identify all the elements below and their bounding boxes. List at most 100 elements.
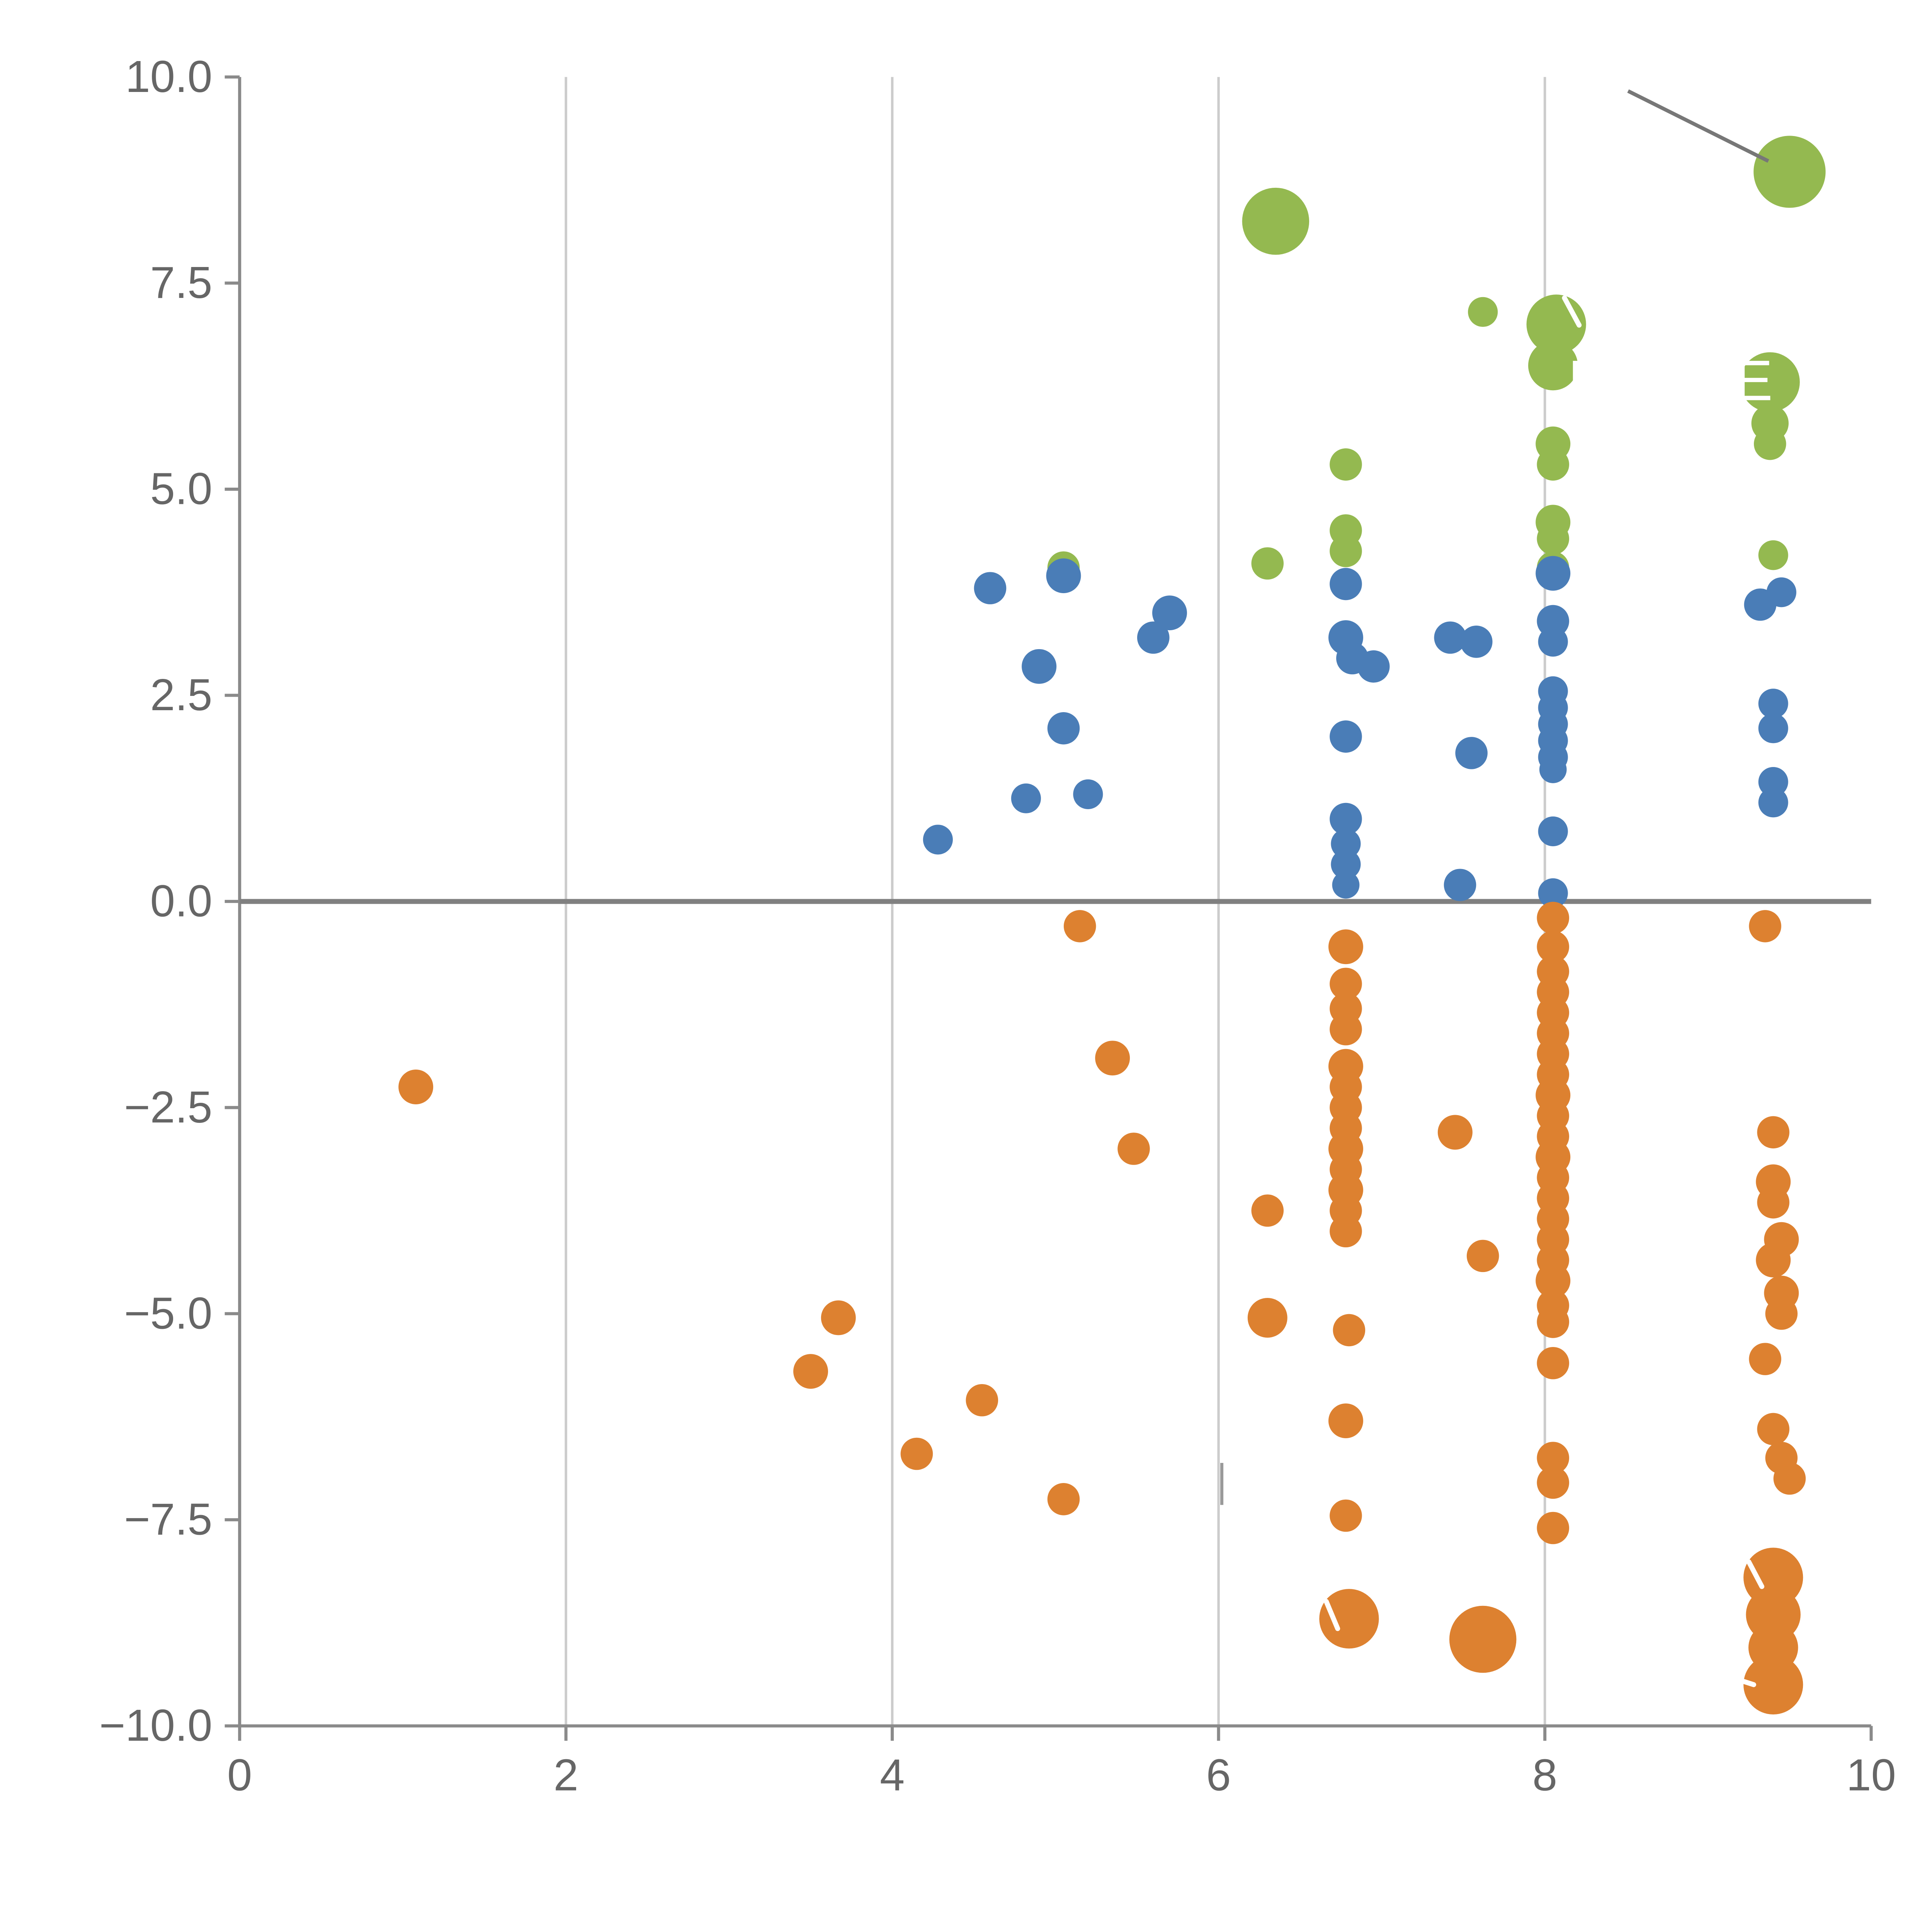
white-tick-mark	[1733, 1676, 1756, 1687]
orange-bubble	[1247, 1298, 1287, 1338]
orange-bubble	[1537, 1347, 1569, 1379]
blue-bubble	[1046, 558, 1081, 594]
x-tick-label: 6	[1206, 1750, 1231, 1800]
green-bubble	[1468, 297, 1498, 327]
orange-bubble	[1330, 1499, 1362, 1532]
green-bubble	[1753, 136, 1826, 208]
green-bubble	[1528, 340, 1578, 391]
orange-bubble	[1757, 1413, 1789, 1446]
orange-bubble	[1251, 1194, 1284, 1227]
white-tick-mark	[1323, 1599, 1340, 1631]
green-bubble	[1537, 522, 1569, 555]
green-bubble	[1242, 187, 1310, 255]
orange-bubble	[1537, 1306, 1569, 1338]
orange-bubble	[1749, 1343, 1781, 1375]
white-label-fragment: E	[1735, 349, 1773, 413]
orange-bubble	[793, 1354, 828, 1389]
blue-bubble	[1758, 787, 1788, 818]
blue-bubble	[1455, 737, 1488, 769]
blue-bubble	[1047, 712, 1080, 745]
blue-bubble	[923, 825, 953, 855]
orange-bubble	[1536, 1263, 1571, 1298]
blue-bubble	[1766, 577, 1796, 607]
orange-bubble	[1537, 1466, 1569, 1499]
blue-bubble	[1538, 816, 1568, 847]
x-tick-label: 4	[880, 1750, 905, 1800]
orange-bubble	[1330, 1013, 1362, 1046]
blue-bubble	[1460, 626, 1493, 658]
blue-bubble	[1330, 803, 1362, 835]
y-tick-label: 5.0	[150, 464, 213, 514]
orange-bubble	[1537, 1512, 1569, 1544]
blue-bubble	[1011, 783, 1041, 813]
y-tick-label: −2.5	[124, 1082, 212, 1132]
green-bubble	[1537, 448, 1569, 481]
orange-bubble	[1749, 910, 1781, 942]
y-tick-label: −10.0	[99, 1700, 213, 1750]
orange-bubble	[1537, 901, 1569, 934]
x-tick-label: 8	[1532, 1750, 1557, 1800]
blue-bubble	[1332, 871, 1360, 899]
blue-bubble	[1538, 627, 1568, 657]
orange-bubble	[1756, 1243, 1791, 1278]
blue-bubble	[1537, 605, 1569, 638]
orange-bubble	[1095, 1041, 1130, 1076]
blue-bubble	[1357, 650, 1390, 683]
orange-bubble	[1117, 1133, 1150, 1165]
orange-bubble	[1537, 1442, 1569, 1474]
blue-bubble	[1137, 621, 1170, 654]
y-tick-label: −5.0	[124, 1288, 212, 1338]
orange-bubble	[966, 1384, 998, 1417]
orange-bubble	[1333, 1314, 1366, 1347]
green-bubble	[1330, 535, 1362, 567]
orange-bubble	[1328, 929, 1363, 964]
orange-bubble	[1328, 1403, 1363, 1439]
blue-bubble	[974, 572, 1007, 604]
orange-bubble	[1765, 1297, 1798, 1330]
orange-bubble	[1437, 1115, 1473, 1150]
blue-bubble	[1331, 828, 1361, 859]
blue-bubble	[1152, 595, 1187, 631]
x-tick-label: 10	[1846, 1750, 1896, 1800]
y-tick-label: 7.5	[150, 257, 213, 308]
y-tick-label: 2.5	[150, 670, 213, 720]
blue-bubble	[1758, 713, 1788, 743]
axis-layer: 0 2 4 6 8 10 −10.0 −7.5 −5.0 −2.5 0.0 2.5 5.0 7.5 10.0	[99, 51, 1896, 1800]
orange-bubble	[900, 1437, 933, 1470]
y-tick-label: 0.0	[150, 876, 213, 926]
orange-bubble	[1330, 968, 1362, 1000]
white-tick-mark	[1562, 295, 1582, 328]
blue-bubble	[1434, 621, 1466, 654]
x-tick-label: 0	[227, 1750, 252, 1800]
orange-bubble	[1330, 1215, 1362, 1248]
white-tick-mark	[1746, 1559, 1765, 1589]
orange-bubble	[1743, 1655, 1803, 1715]
blue-bubble	[1331, 849, 1361, 879]
blue-bubble	[1539, 756, 1567, 783]
x-tick-label: 2	[553, 1750, 578, 1800]
green-bubble	[1740, 352, 1800, 412]
blue-bubble	[1073, 779, 1103, 810]
blue-bubble	[1538, 878, 1568, 908]
green-bubble	[1251, 547, 1284, 580]
green-bubble	[1758, 540, 1788, 570]
orange-bubble	[1047, 1483, 1080, 1515]
y-tick-label: −7.5	[124, 1494, 212, 1544]
orange-bubble	[1466, 1240, 1499, 1272]
blue-bubble	[1444, 869, 1476, 901]
bubble-layer	[398, 136, 1826, 1715]
y-tick-label: 10.0	[125, 51, 212, 102]
orange-bubble	[1319, 1589, 1379, 1649]
green-bubble	[1753, 427, 1786, 460]
blue-bubble	[1330, 720, 1362, 753]
blue-bubble	[1758, 767, 1788, 797]
orange-bubble	[1063, 910, 1096, 942]
blue-bubble	[1022, 649, 1057, 684]
blue-bubble	[1758, 689, 1788, 719]
white-label-fragment: P	[1568, 349, 1607, 413]
orange-bubble	[1537, 930, 1569, 963]
blue-bubble	[1536, 556, 1571, 591]
